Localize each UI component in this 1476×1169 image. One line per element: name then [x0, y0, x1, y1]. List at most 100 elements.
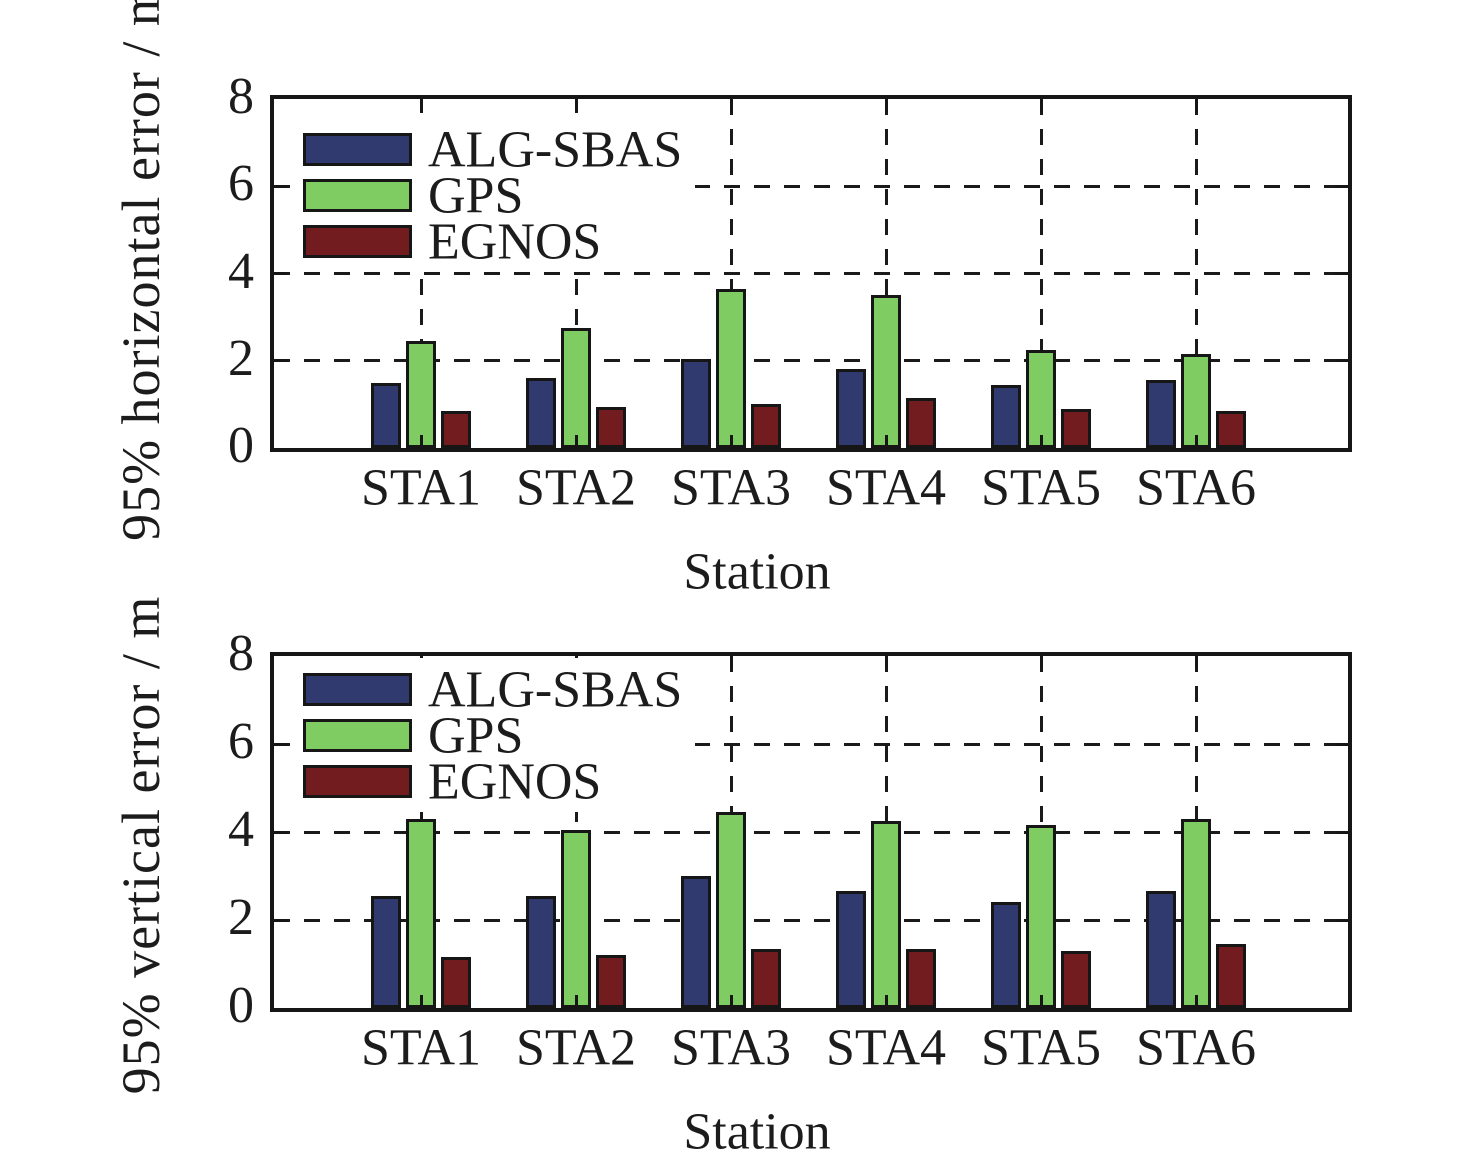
bar-gps-sta2 — [561, 328, 591, 448]
bar-gps-sta6 — [1181, 354, 1211, 448]
y-tick-mark-right — [1335, 830, 1348, 834]
gridline-vertical — [729, 99, 733, 448]
gridline-vertical — [419, 99, 423, 448]
bar-alg-sbas-sta1 — [371, 895, 401, 1008]
y-tick-mark-left — [274, 830, 287, 834]
x-tick-mark — [729, 435, 733, 448]
bar-gps-sta2 — [561, 829, 591, 1008]
y-tick-mark-right — [1335, 272, 1348, 275]
x-tick-mark — [1194, 435, 1198, 448]
x-tick-label: STA1 — [360, 1019, 482, 1077]
gridline-horizontal — [274, 918, 1348, 922]
x-tick-label: STA4 — [825, 1019, 947, 1077]
gridline-vertical — [884, 99, 888, 448]
gridline-horizontal — [274, 359, 1348, 363]
x-tick-mark-top — [729, 99, 733, 112]
x-tick-mark — [884, 995, 888, 1008]
bar-egnos-sta4 — [906, 948, 936, 1008]
bar-egnos-sta3 — [751, 948, 781, 1008]
x-tick-mark — [574, 435, 578, 448]
legend-label-alg-sbas: ALG-SBAS — [428, 121, 683, 178]
legend-swatch-alg-sbas — [303, 673, 412, 706]
x-tick-mark-top — [884, 656, 888, 669]
x-tick-label: STA6 — [1135, 1019, 1257, 1077]
x-axis-label: Station — [683, 1103, 831, 1161]
bar-gps-sta5 — [1026, 349, 1056, 448]
legend-label-gps: GPS — [428, 707, 524, 764]
y-tick-label: 8 — [228, 68, 254, 126]
x-tick-mark-top — [574, 99, 578, 112]
y-tick-label: 6 — [228, 713, 254, 771]
bar-gps-sta3 — [716, 812, 746, 1008]
gridline-vertical — [1194, 99, 1198, 448]
x-tick-mark — [729, 995, 733, 1008]
legend-swatch-egnos — [303, 765, 412, 798]
x-tick-mark-top — [1039, 656, 1043, 669]
bar-egnos-sta1 — [441, 410, 471, 448]
x-tick-label: STA6 — [1135, 459, 1257, 517]
bar-egnos-sta6 — [1216, 410, 1246, 448]
x-tick-label: STA2 — [515, 459, 637, 517]
x-tick-mark — [1039, 995, 1043, 1008]
bar-gps-sta4 — [871, 295, 901, 448]
legend-label-egnos: EGNOS — [428, 753, 602, 810]
y-tick-label: 2 — [228, 889, 254, 947]
x-tick-mark-top — [884, 99, 888, 112]
bar-alg-sbas-sta5 — [991, 384, 1021, 448]
bar-alg-sbas-sta5 — [991, 902, 1021, 1008]
x-tick-mark-top — [419, 99, 423, 112]
bar-gps-sta1 — [406, 341, 436, 448]
bar-alg-sbas-sta3 — [681, 876, 711, 1008]
legend-swatch-egnos — [303, 225, 412, 258]
y-tick-mark-left — [274, 359, 287, 363]
bar-egnos-sta2 — [596, 955, 626, 1008]
bar-gps-sta5 — [1026, 825, 1056, 1008]
x-tick-mark — [1194, 995, 1198, 1008]
gridline-vertical — [574, 99, 578, 448]
y-tick-mark-right — [1335, 359, 1348, 363]
y-tick-mark-right — [1335, 184, 1348, 188]
y-tick-label: 4 — [228, 242, 254, 300]
x-tick-mark-top — [1039, 99, 1043, 112]
bar-egnos-sta5 — [1061, 950, 1091, 1008]
bar-egnos-sta4 — [906, 397, 936, 448]
y-tick-label: 0 — [228, 417, 254, 475]
bar-alg-sbas-sta3 — [681, 358, 711, 448]
legend-label-gps: GPS — [428, 167, 524, 224]
x-tick-label: STA3 — [670, 1019, 792, 1077]
x-tick-mark — [1039, 435, 1043, 448]
gridline-horizontal — [274, 272, 1348, 275]
legend-swatch-gps — [303, 179, 412, 212]
gridline-horizontal — [274, 830, 1348, 834]
bar-gps-sta4 — [871, 821, 901, 1008]
gridline-horizontal — [274, 184, 1348, 188]
y-tick-label: 6 — [228, 155, 254, 213]
bar-alg-sbas-sta1 — [371, 382, 401, 448]
y-tick-label: 2 — [228, 329, 254, 387]
x-tick-label: STA5 — [980, 459, 1102, 517]
bar-egnos-sta1 — [441, 957, 471, 1008]
y-tick-label: 8 — [228, 625, 254, 683]
x-tick-mark — [419, 995, 423, 1008]
legend-swatch-alg-sbas — [303, 133, 412, 166]
bar-alg-sbas-sta6 — [1146, 380, 1176, 448]
bar-gps-sta3 — [716, 288, 746, 448]
y-tick-mark-left — [274, 184, 287, 188]
bar-alg-sbas-sta2 — [526, 895, 556, 1008]
bar-alg-sbas-sta4 — [836, 891, 866, 1008]
legend-label-egnos: EGNOS — [428, 213, 602, 270]
x-tick-label: STA2 — [515, 1019, 637, 1077]
gridline-horizontal — [274, 742, 1348, 746]
x-tick-mark — [884, 435, 888, 448]
y-tick-label: 4 — [228, 801, 254, 859]
bar-alg-sbas-sta4 — [836, 369, 866, 448]
x-tick-label: STA4 — [825, 459, 947, 517]
y-tick-mark-left — [274, 918, 287, 922]
bar-egnos-sta6 — [1216, 944, 1246, 1008]
legend-label-alg-sbas: ALG-SBAS — [428, 661, 683, 718]
x-tick-mark — [574, 995, 578, 1008]
y-tick-mark-left — [274, 272, 287, 275]
bar-alg-sbas-sta2 — [526, 378, 556, 448]
y-tick-mark-left — [274, 742, 287, 746]
